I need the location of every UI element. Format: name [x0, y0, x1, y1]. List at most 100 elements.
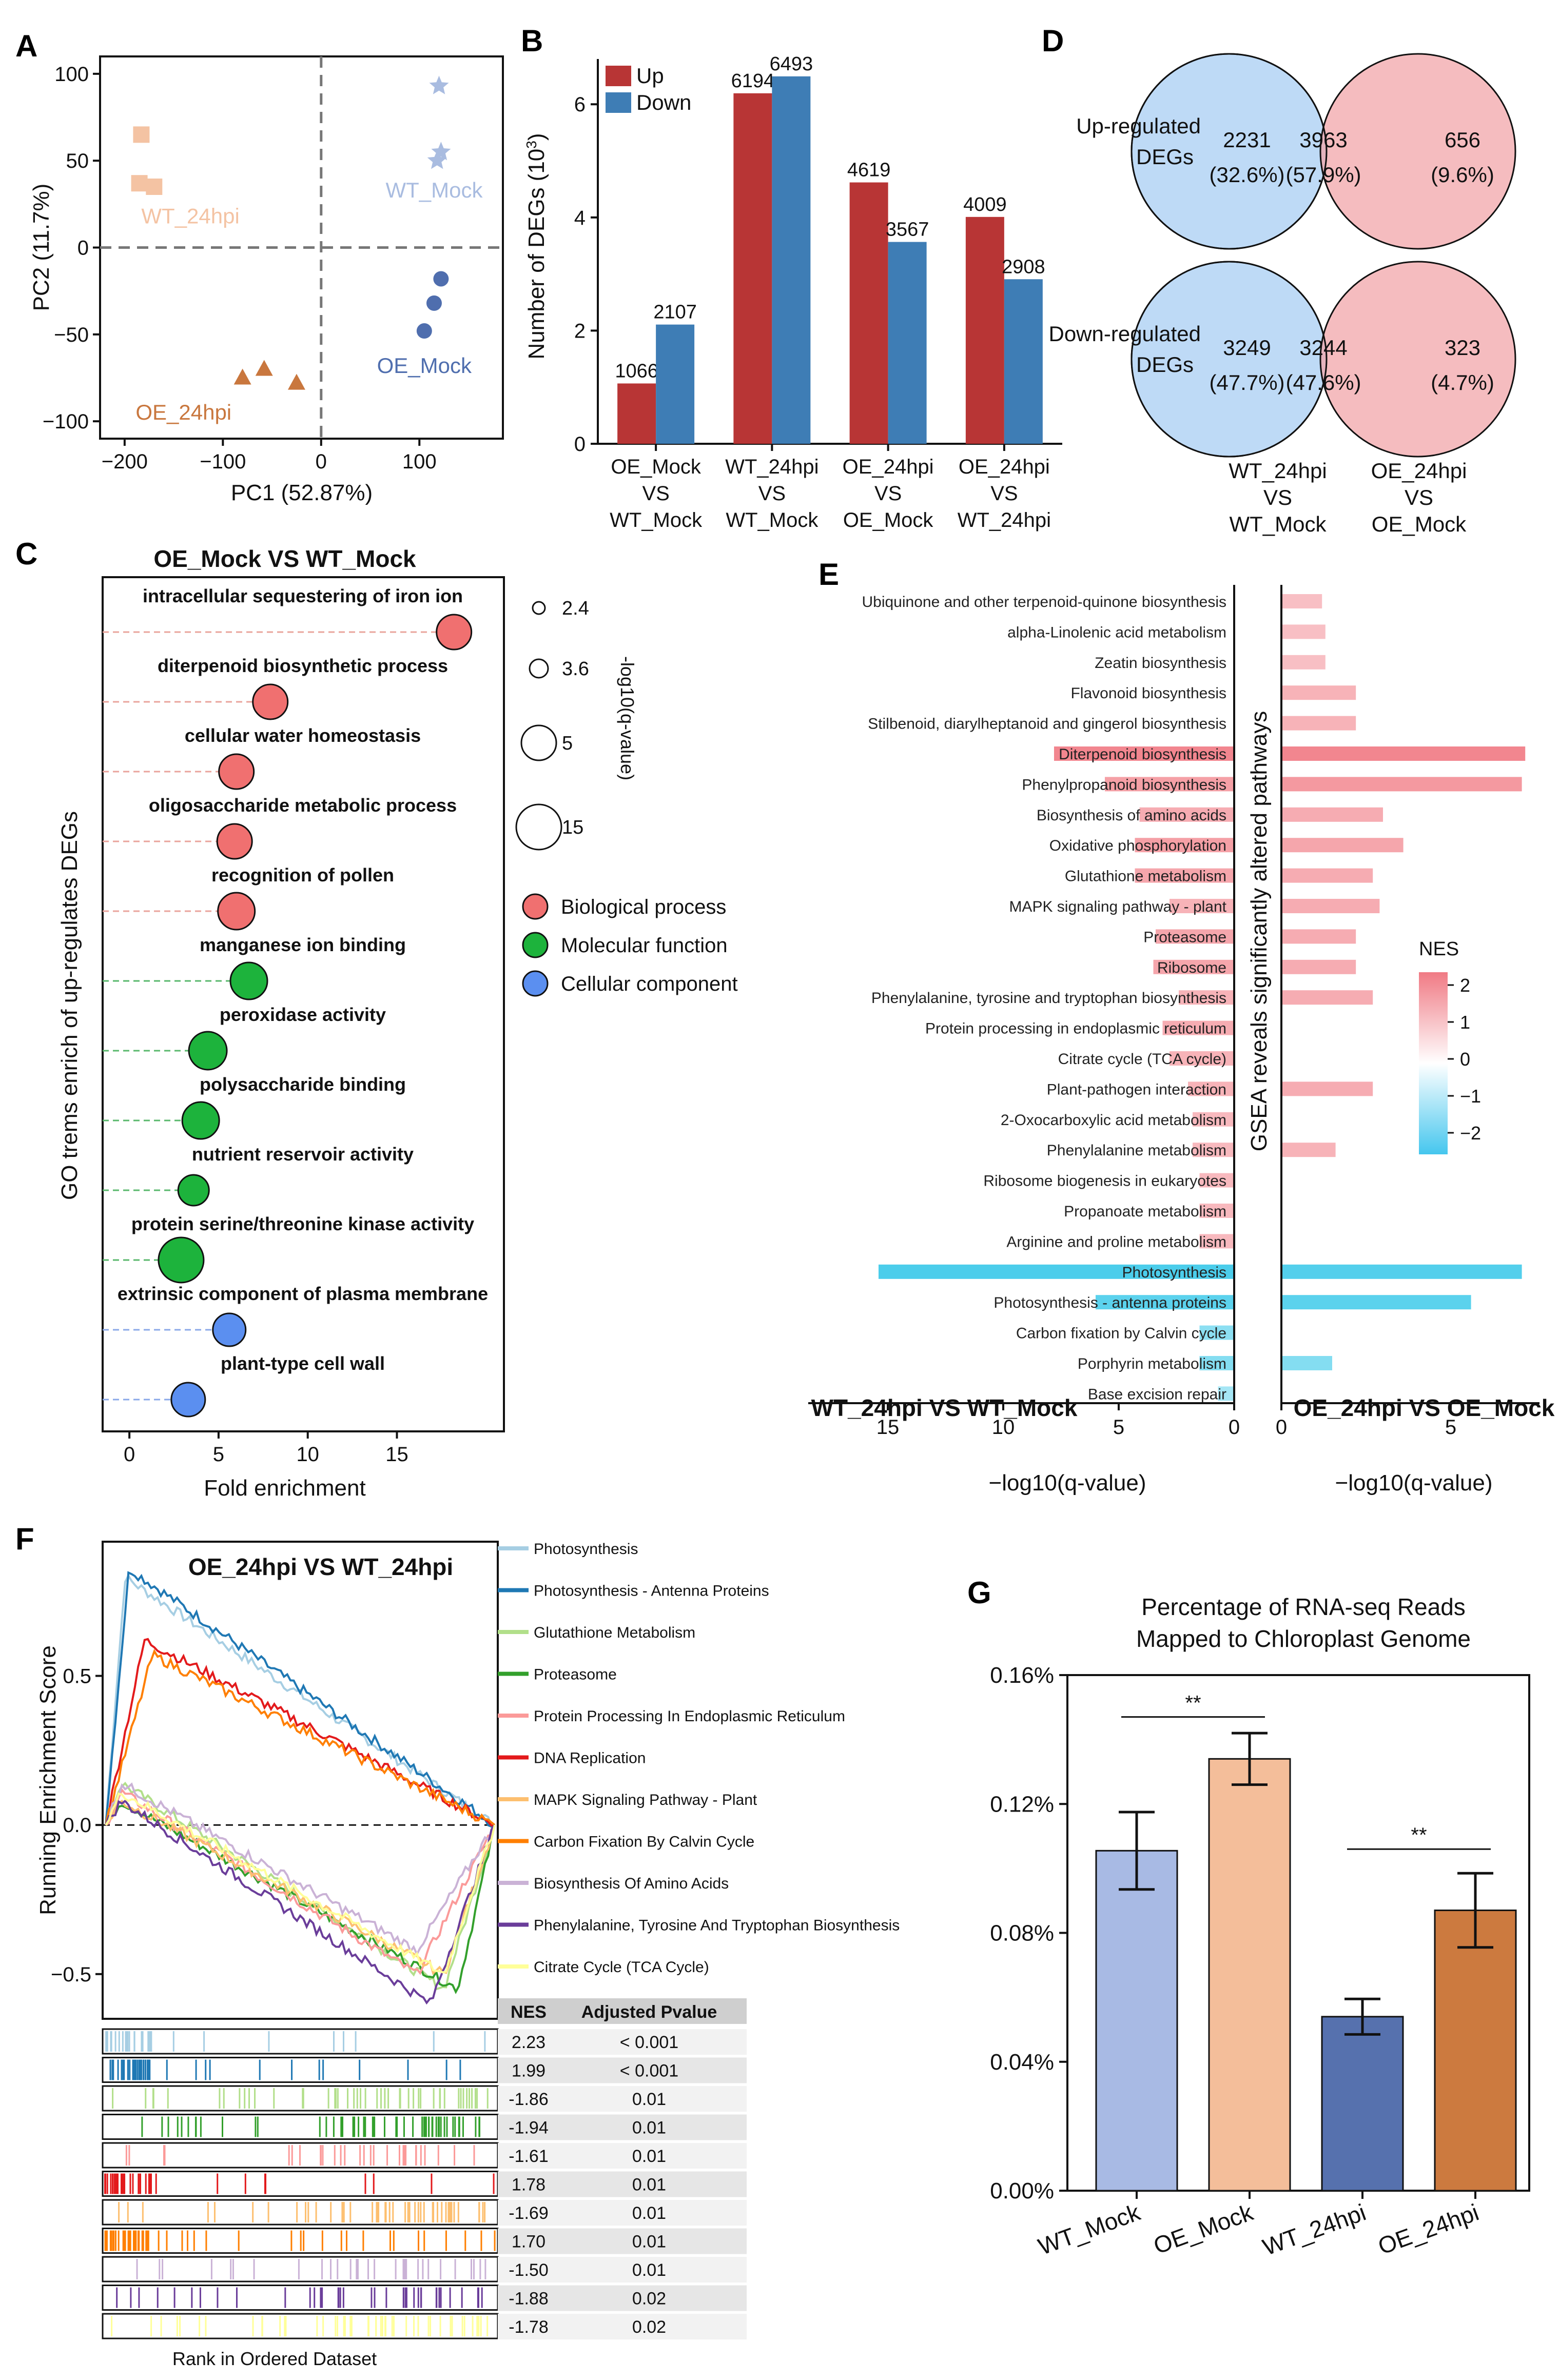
gsea-right-bar: [1281, 1295, 1471, 1310]
gsea-left-bar: [1179, 990, 1234, 1005]
gsea-right-tick-label: 5: [1445, 1416, 1456, 1439]
es-legend-label: Citrate Cycle (TCA Cycle): [534, 1959, 709, 1976]
venn-percent: (47.6%): [1285, 370, 1361, 395]
gsea-left-bar: [1139, 807, 1234, 822]
deg-category-label: VS: [642, 482, 669, 505]
pca-group-label: WT_24hpi: [141, 204, 239, 228]
deg-category-label: WT_24hpi: [725, 456, 819, 478]
gsea-left-bar: [1054, 746, 1234, 761]
chloro-y-tick-label: 0.16%: [990, 1663, 1054, 1688]
go-size-legend-label: 2.4: [562, 598, 589, 619]
go-size-legend-dot: [529, 658, 549, 679]
pca-point: [146, 178, 163, 195]
deg-y-tick-label: 6: [574, 93, 586, 116]
es-legend-label: DNA Replication: [534, 1750, 646, 1767]
go-term-dot: [216, 823, 253, 860]
gsea-left-bar: [1193, 1143, 1234, 1157]
gsea-left-bar: [1199, 1173, 1234, 1188]
pca-y-tick-label: 100: [54, 63, 89, 86]
venn-row-label: DEGs: [1136, 352, 1194, 377]
panel-e-letter: E: [819, 557, 839, 592]
es-y-axis-label: Running Enrichment Score: [35, 1645, 61, 1915]
deg-bar-value: 2107: [653, 302, 697, 323]
es-table-nes: -1.88: [509, 2289, 549, 2309]
gsea-right-bar: [1281, 929, 1356, 944]
gsea-right-bar: [1281, 990, 1373, 1005]
pca-point: [287, 373, 305, 390]
go-x-axis-label: Fold enrichment: [204, 1476, 365, 1501]
es-table-header: Adjusted Pvalue: [581, 2002, 717, 2022]
es-curve: [105, 1788, 496, 1975]
es-curve: [105, 1799, 496, 2005]
es-curve: [105, 1804, 496, 1994]
panel-g-letter: G: [967, 1576, 991, 1610]
gsea-left-tick-label: 10: [992, 1416, 1015, 1439]
pca-x-tick-label: 0: [316, 450, 327, 473]
venn-percent: (32.6%): [1209, 163, 1284, 187]
gsea-left-tick-label: 5: [1113, 1416, 1124, 1439]
go-term-dot: [229, 961, 268, 1000]
gsea-pathway-label: alpha-Linolenic acid metabolism: [1007, 624, 1226, 641]
gsea-right-bar: [1281, 1264, 1522, 1279]
venn-circle-right: [1319, 261, 1516, 458]
es-y-tick-label: −0.5: [51, 1963, 91, 1986]
panel-g: G Percentage of RNA-seq Reads Mapped to …: [967, 1576, 1530, 2261]
es-table-padj: < 0.001: [620, 2061, 678, 2081]
venn-circle-right: [1319, 53, 1516, 250]
gsea-right-bar: [1281, 838, 1404, 853]
go-term-label: nutrient reservoir activity: [192, 1144, 414, 1165]
gsea-pathway-label: Plant-pathogen interaction: [1047, 1081, 1226, 1098]
deg-bar-value: 1066: [615, 360, 658, 382]
gsea-left-bar: [1170, 899, 1234, 913]
go-term-label: oligosaccharide metabolic process: [149, 795, 457, 816]
es-table-padj: 0.02: [632, 2289, 666, 2309]
es-table-row-bg: [498, 2228, 747, 2254]
gsea-left-bar: [1199, 1234, 1234, 1249]
chloro-category-label: OE_Mock: [1150, 2198, 1257, 2259]
deg-y-axis-label: Number of DEGs (103): [523, 133, 550, 359]
go-size-legend-label: 3.6: [562, 658, 589, 680]
gsea-pathway-label: MAPK signaling pathway - plant: [1009, 898, 1226, 915]
nes-legend-tick-label: 1: [1460, 1012, 1470, 1033]
deg-bar: [965, 217, 1004, 444]
es-table-row-bg: [498, 2143, 747, 2169]
gsea-pathway-label: Arginine and proline metabolism: [1006, 1233, 1226, 1250]
deg-bar-value: 3567: [886, 219, 929, 241]
es-table-row-bg: [498, 2257, 747, 2283]
gsea-right-bar: [1281, 746, 1526, 761]
pca-point: [233, 368, 251, 385]
es-y-tick-label: 0.5: [63, 1665, 91, 1688]
es-table-padj: 0.01: [632, 2232, 666, 2252]
gsea-pathway-label: Diterpenoid biosynthesis: [1059, 746, 1226, 763]
pca-y-tick-label: −50: [54, 324, 89, 346]
pca-plot-area: −200 −100 0 100 100 50 0 −50 −100 WT_24hpi WT_Mock…: [43, 56, 503, 473]
es-table-nes: -1.69: [509, 2204, 549, 2223]
go-term-dot: [217, 892, 256, 931]
chloro-y-tick-label: 0.08%: [990, 1921, 1054, 1946]
es-legend-label: Photosynthesis: [534, 1541, 638, 1558]
deg-category-label: OE_Mock: [611, 456, 701, 478]
pca-x-tick-label: 100: [402, 450, 437, 473]
go-y-axis-label: GO trems enrich of up-regulates DEGs: [57, 811, 82, 1200]
gsea-left-bar: [1199, 1325, 1234, 1340]
go-size-legend-label: 15: [562, 817, 583, 838]
chloro-category-label: WT_24hpi: [1259, 2199, 1370, 2261]
pca-point: [429, 75, 449, 94]
go-category-legend-label: Cellular component: [561, 973, 738, 995]
es-rank-strip: [102, 2256, 499, 2283]
panel-a: A −200 −100 0 100 100 50 0 −50 −100 WT_24hpi WT_Mo…: [15, 29, 504, 505]
deg-bar: [733, 93, 772, 444]
gsea-left-bar: [1193, 1112, 1234, 1127]
chloro-title-line1: Percentage of RNA-seq Reads: [1141, 1594, 1466, 1620]
go-term-dot: [177, 1174, 210, 1207]
gsea-right-bar: [1281, 959, 1356, 974]
go-plot-title: OE_Mock VS WT_Mock: [153, 545, 416, 572]
nes-legend-title: NES: [1419, 938, 1459, 960]
gsea-left-bar: [1156, 929, 1234, 944]
go-term-label: intracellular sequestering of iron ion: [143, 585, 463, 606]
pca-point: [426, 295, 442, 311]
deg-y-tick-label: 2: [574, 320, 586, 342]
go-term-label: polysaccharide binding: [200, 1074, 406, 1095]
gsea-left-title: WT_24hpi VS WT_Mock: [811, 1394, 1078, 1421]
pca-point: [133, 126, 150, 143]
